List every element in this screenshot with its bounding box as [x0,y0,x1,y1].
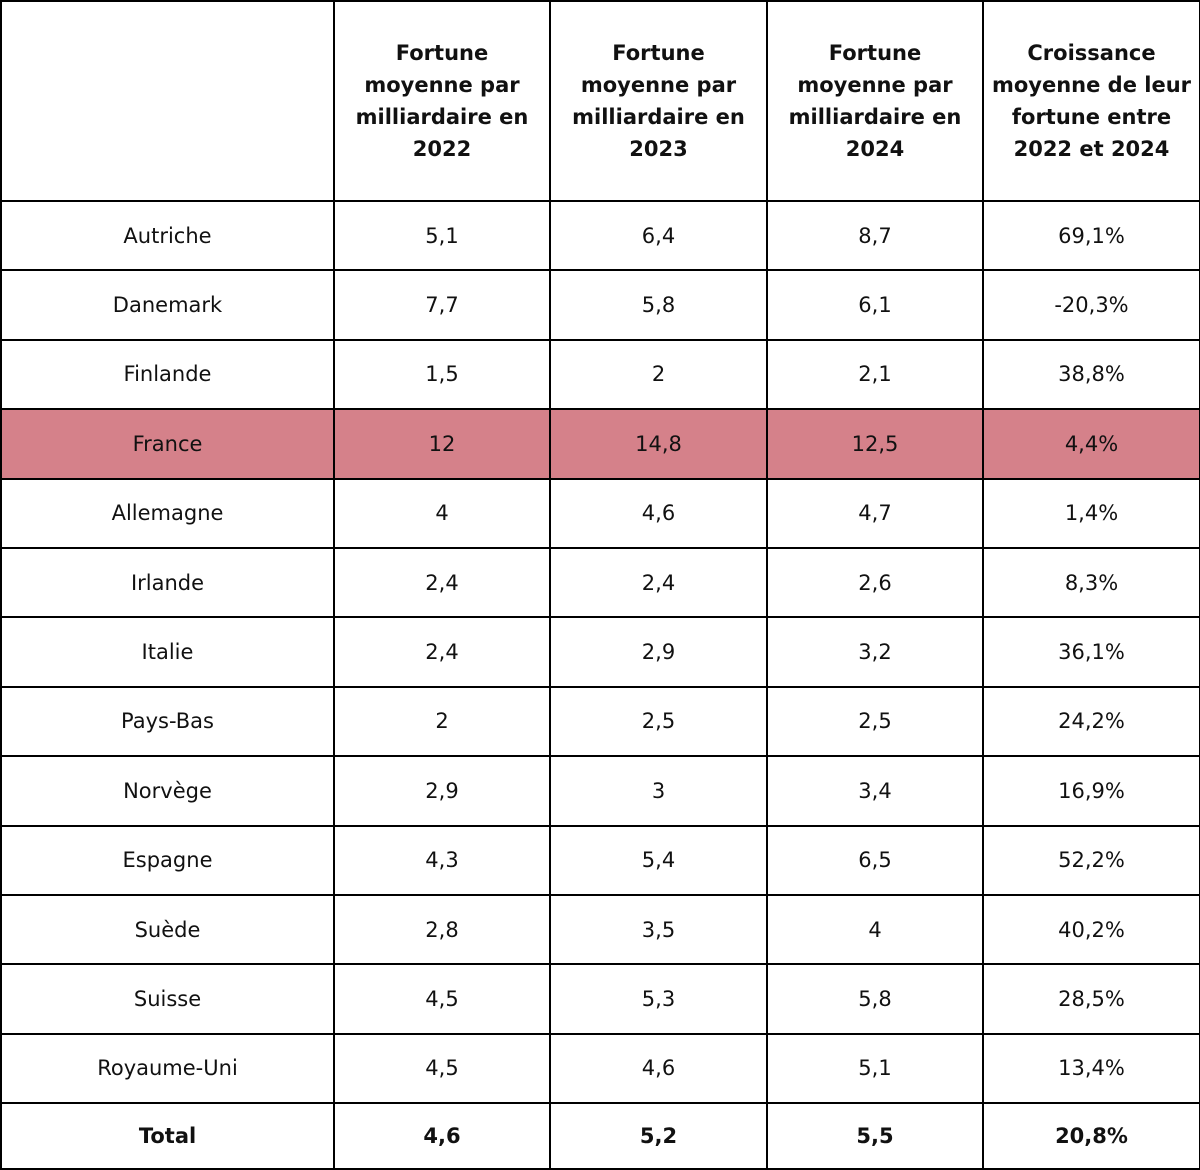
table-row: Italie 2,4 2,9 3,2 36,1% [0,616,1200,688]
table-row: Pays-Bas 2 2,5 2,5 24,2% [0,685,1200,758]
header-cell-growth: Croissance moyenne de leur fortune entre… [982,0,1200,202]
cell-2022: 2,4 [333,546,551,619]
header-cell-2022: Fortune moyenne par milliardaire en 2022 [333,0,551,202]
cell-2023: 5,4 [549,824,768,896]
cell-2024: 2,5 [766,685,984,758]
table-row: Espagne 4,3 5,4 6,5 52,2% [0,824,1200,896]
cell-country: Finlande [0,338,335,411]
cell-growth: 16,9% [982,755,1200,827]
table-row: Irlande 2,4 2,4 2,6 8,3% [0,546,1200,619]
total-cell-country: Total [0,1102,335,1170]
cell-2024: 3,4 [766,755,984,827]
cell-2024: 2,1 [766,338,984,411]
cell-growth: -20,3% [982,269,1200,341]
table-row: Finlande 1,5 2 2,1 38,8% [0,338,1200,411]
cell-2023: 14,8 [549,408,768,480]
cell-growth: 24,2% [982,685,1200,758]
cell-2024: 6,5 [766,824,984,896]
table-row: Royaume-Uni 4,5 4,6 5,1 13,4% [0,1032,1200,1105]
cell-country: Autriche [0,199,335,272]
cell-country: Suède [0,893,335,966]
cell-2023: 2,9 [549,616,768,688]
cell-growth: 1,4% [982,477,1200,549]
table-row: Suède 2,8 3,5 4 40,2% [0,893,1200,966]
table-row: Allemagne 4 4,6 4,7 1,4% [0,477,1200,549]
cell-2022: 2,9 [333,755,551,827]
table-body: Autriche 5,1 6,4 8,7 69,1% Danemark 7,7 5,8 6,1-… [0,199,1200,1170]
total-cell-2023: 5,2 [549,1102,768,1170]
cell-2024: 12,5 [766,408,984,480]
cell-country: Danemark [0,269,335,341]
table-row: Norvège 2,9 3 3,4 16,9% [0,755,1200,827]
table-row: Suisse 4,5 5,3 5,8 28,5% [0,963,1200,1035]
cell-2022: 4,3 [333,824,551,896]
cell-country: Royaume-Uni [0,1032,335,1105]
cell-2023: 3 [549,755,768,827]
cell-2022: 4,5 [333,963,551,1035]
cell-country: Allemagne [0,477,335,549]
cell-growth: 28,5% [982,963,1200,1035]
cell-2023: 2,4 [549,546,768,619]
cell-growth: 4,4% [982,408,1200,480]
total-cell-2022: 4,6 [333,1102,551,1170]
cell-country: Norvège [0,755,335,827]
cell-2022: 2,8 [333,893,551,966]
cell-2022: 7,7 [333,269,551,341]
cell-2022: 2 [333,685,551,758]
header-cell-2024: Fortune moyenne par milliardaire en 2024 [766,0,984,202]
cell-2024: 4,7 [766,477,984,549]
cell-2024: 5,1 [766,1032,984,1105]
total-cell-growth: 20,8% [982,1102,1200,1170]
cell-2022: 4,5 [333,1032,551,1105]
cell-2024: 6,1 [766,269,984,341]
table-header: Fortune moyenne par milliardaire en 2022… [0,0,1200,202]
table-row: Danemark 7,7 5,8 6,1 -20,3% [0,269,1200,341]
cell-country: Pays-Bas [0,685,335,758]
cell-2023: 6,4 [549,199,768,272]
total-cell-2024: 5,5 [766,1102,984,1170]
cell-2022: 4 [333,477,551,549]
header-cell-2023: Fortune moyenne par milliardaire en 2023 [549,0,768,202]
cell-country: Suisse [0,963,335,1035]
cell-growth: 13,4% [982,1032,1200,1105]
table-row-total: Total 4,6 5,2 5,5 20,8% [0,1102,1200,1170]
cell-2023: 2,5 [549,685,768,758]
cell-2024: 4 [766,893,984,966]
cell-2023: 5,3 [549,963,768,1035]
cell-growth: 52,2% [982,824,1200,896]
table-row: Autriche 5,1 6,4 8,7 69,1% [0,199,1200,272]
cell-2022: 5,1 [333,199,551,272]
cell-2023: 5,8 [549,269,768,341]
cell-growth: 69,1% [982,199,1200,272]
cell-2022: 1,5 [333,338,551,411]
cell-2024: 8,7 [766,199,984,272]
cell-country: Espagne [0,824,335,896]
cell-country: Irlande [0,546,335,619]
cell-growth: 36,1% [982,616,1200,688]
cell-growth: 38,8% [982,338,1200,411]
header-cell-country [0,0,335,202]
cell-2024: 5,8 [766,963,984,1035]
cell-growth: 8,3% [982,546,1200,619]
cell-2024: 2,6 [766,546,984,619]
cell-country: Italie [0,616,335,688]
cell-2024: 3,2 [766,616,984,688]
cell-growth: 40,2% [982,893,1200,966]
header-row: Fortune moyenne par milliardaire en 2022… [0,0,1200,202]
table-row-highlighted: France 12 14,8 12,5 4,4% [0,408,1200,480]
cell-country: France [0,408,335,480]
cell-2023: 3,5 [549,893,768,966]
cell-2023: 4,6 [549,477,768,549]
cell-2023: 4,6 [549,1032,768,1105]
cell-2022: 12 [333,408,551,480]
cell-2022: 2,4 [333,616,551,688]
cell-2023: 2 [549,338,768,411]
